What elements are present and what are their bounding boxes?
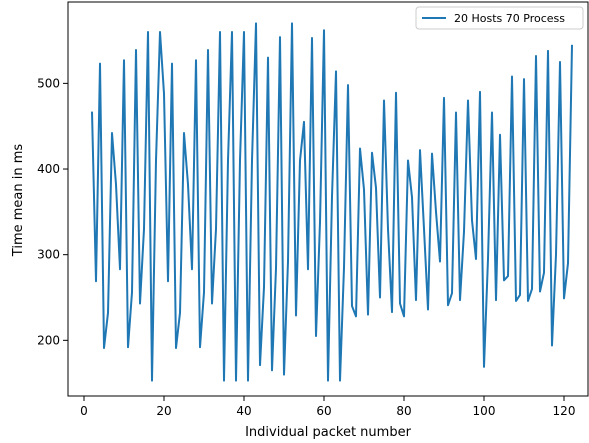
x-tick-label: 80 (396, 404, 411, 418)
x-tick-label: 100 (473, 404, 496, 418)
y-tick-label: 200 (37, 333, 60, 347)
y-axis-label: Time mean in ms (11, 144, 26, 258)
x-axis: 0 20 40 60 80 100 120 (80, 396, 575, 418)
x-tick-label: 0 (80, 404, 88, 418)
y-tick-label: 300 (37, 248, 60, 262)
plot-area (67, 1, 589, 397)
x-tick-label: 120 (553, 404, 576, 418)
y-tick-label: 400 (37, 162, 60, 176)
x-axis-label: Individual packet number (245, 425, 411, 440)
series-layer (91, 22, 573, 382)
legend-box (415, 6, 584, 30)
x-tick-label: 20 (156, 404, 171, 418)
x-tick-label: 40 (236, 404, 251, 418)
y-tick-label: 500 (37, 76, 60, 90)
y-axis: 200 300 400 500 (37, 76, 68, 347)
series-line-0 (91, 22, 573, 382)
legend-label: 20 Hosts 70 Process (454, 12, 565, 25)
plot-frame (67, 1, 589, 397)
x-tick-label: 60 (316, 404, 331, 418)
legend: 20 Hosts 70 Process (415, 6, 584, 30)
